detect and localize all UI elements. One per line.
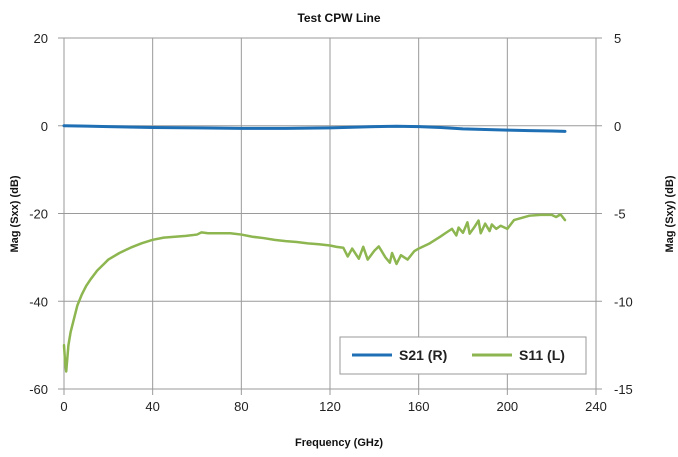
x-tick-label: 200 bbox=[496, 399, 518, 414]
series-line-s11 bbox=[62, 213, 567, 373]
y-left-tick-label: -60 bbox=[29, 382, 48, 397]
legend: S21 (R) S11 (L) bbox=[339, 336, 587, 375]
series-line-s21 bbox=[62, 124, 567, 133]
y-left-tick-label: -40 bbox=[29, 294, 48, 309]
series-layer bbox=[62, 124, 567, 373]
grid bbox=[58, 37, 602, 395]
y-right-tick-label: -15 bbox=[614, 382, 633, 397]
x-tick-label: 40 bbox=[145, 399, 159, 414]
y-right-tick-label: 0 bbox=[614, 119, 621, 134]
x-tick-label: 160 bbox=[408, 399, 430, 414]
y-right-tick-label: 5 bbox=[614, 31, 621, 46]
y-right-axis-label: Mag (Sxy) (dB) bbox=[664, 175, 676, 252]
y-right-tick-label: -5 bbox=[614, 207, 626, 222]
y-left-tick-label: 0 bbox=[41, 119, 48, 134]
y-right-tick-label: -10 bbox=[614, 294, 633, 309]
y-left-tick-label: -20 bbox=[29, 207, 48, 222]
chart-title: Test CPW Line bbox=[297, 11, 380, 25]
legend-label-s11: S11 (L) bbox=[519, 347, 565, 363]
y-left-axis-label: Mag (Sxx) (dB) bbox=[9, 175, 21, 252]
y-left-tick-label: 20 bbox=[34, 31, 48, 46]
legend-label-s21: S21 (R) bbox=[399, 347, 447, 363]
x-tick-label: 80 bbox=[234, 399, 248, 414]
x-tick-label: 120 bbox=[319, 399, 341, 414]
x-axis-label: Frequency (GHz) bbox=[295, 437, 383, 449]
x-tick-label: 0 bbox=[60, 399, 67, 414]
x-tick-label: 240 bbox=[585, 399, 607, 414]
